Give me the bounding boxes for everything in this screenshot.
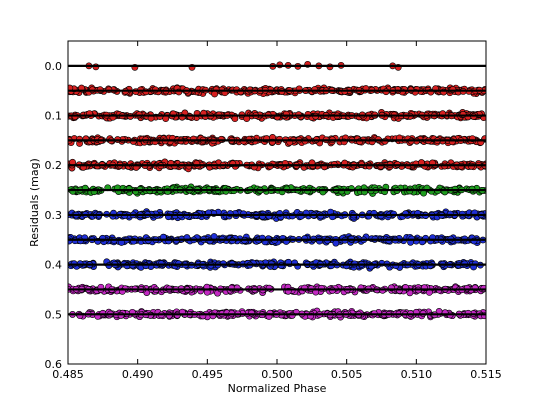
y-tick-label: 0.5: [45, 308, 63, 321]
series-offset-0.45: [68, 283, 486, 297]
series-offset-0.30: [68, 208, 486, 222]
y-tick-label: 0.0: [45, 60, 63, 73]
y-tick-label: 0.6: [45, 358, 63, 371]
y-tick-label: 0.3: [45, 209, 63, 222]
x-tick-label: 0.510: [401, 368, 433, 381]
y-tick-label: 0.4: [45, 259, 63, 272]
series-offset-0.00: [68, 60, 486, 71]
x-tick-label: 0.495: [192, 368, 224, 381]
x-tick-label: 0.515: [470, 368, 502, 381]
data-point: [332, 239, 340, 247]
series-offset-0.25: [68, 183, 486, 197]
x-tick-label: 0.485: [52, 368, 84, 381]
series-offset-0.20: [68, 158, 486, 173]
x-tick-label: 0.490: [122, 368, 154, 381]
y-axis: 0.0 0.1 0.2 0.3 0.4 0.5 0.6: [45, 60, 486, 371]
data-point: [211, 90, 218, 98]
series-offset-0.05: [68, 84, 486, 98]
data-marks: [68, 60, 486, 321]
x-tick-label: 0.505: [331, 368, 363, 381]
x-axis: 0.485 0.490 0.495 0.500 0.505 0.510 0.515: [52, 41, 502, 381]
y-tick-label: 0.2: [45, 159, 63, 172]
series-offset-0.10: [68, 108, 486, 123]
x-axis-label: Normalized Phase: [228, 382, 327, 395]
series-offset-0.40: [68, 258, 486, 272]
x-tick-label: 0.500: [261, 368, 293, 381]
series-offset-0.35: [68, 233, 486, 247]
y-tick-label: 0.1: [45, 110, 63, 123]
series-offset-0.50: [68, 307, 486, 321]
series-offset-0.15: [68, 134, 486, 147]
y-axis-label: Residuals (mag): [28, 158, 41, 247]
